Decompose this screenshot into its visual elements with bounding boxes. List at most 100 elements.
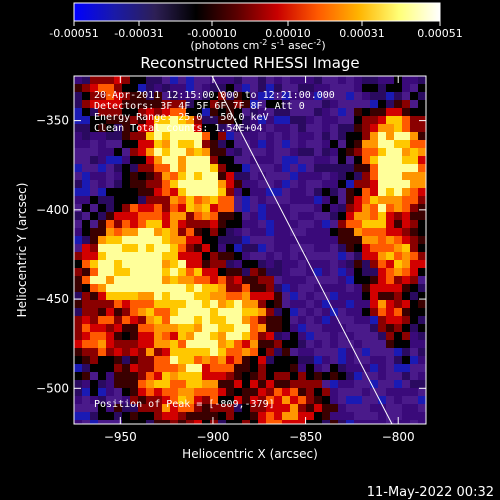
heatmap-cell [106,236,115,245]
heatmap-cell [194,188,203,197]
heatmap-cell [362,380,371,389]
heatmap-cell [410,380,419,389]
heatmap-cell [402,348,411,357]
heatmap-cell [378,188,387,197]
heatmap-cell [130,148,139,157]
heatmap-cell [282,404,291,413]
heatmap-cell [146,124,155,133]
heatmap-cell [298,228,307,237]
heatmap-cell [330,236,339,245]
heatmap-cell [82,204,91,213]
heatmap-cell [170,140,179,149]
heatmap-cell [90,204,99,213]
heatmap-cell [290,348,299,357]
heatmap-cell [242,76,251,85]
heatmap-cell [394,212,403,221]
heatmap-cell [250,380,259,389]
heatmap-cell [106,156,115,165]
heatmap-cell [90,284,99,293]
heatmap-cell [202,228,211,237]
heatmap-cell [250,340,259,349]
plot-frame [73,75,427,425]
heatmap-cell [138,284,147,293]
heatmap-cell [394,132,403,141]
heatmap-cell [90,372,99,381]
heatmap-cell [314,148,323,157]
heatmap-cell [410,332,419,341]
heatmap-cell [178,356,187,365]
heatmap-cell [162,332,171,341]
heatmap-cell [282,332,291,341]
heatmap-cell [226,356,235,365]
heatmap-cell [122,220,131,229]
heatmap-cell [234,156,243,165]
heatmap-cell [314,252,323,261]
heatmap-cell [250,204,259,213]
heatmap-cell [186,76,195,85]
heatmap-cell [90,316,99,325]
heatmap-cell [274,372,283,381]
heatmap-cell [402,380,411,389]
heatmap-cell [258,364,267,373]
heatmap-cell [418,372,426,381]
heatmap-cell [370,116,379,125]
heatmap-cell [242,140,251,149]
heatmap-cell [234,292,243,301]
heatmap-cell [106,196,115,205]
heatmap-cell [354,204,363,213]
heatmap-cell [250,148,259,157]
heatmap-cell [306,340,315,349]
heatmap-cell [378,340,387,349]
heatmap-cell [290,284,299,293]
heatmap-cell [114,204,123,213]
heatmap-cell [378,140,387,149]
heatmap-cell [346,276,355,285]
heatmap-cell [74,164,83,173]
heatmap-cell [418,404,426,413]
heatmap-cell [306,156,315,165]
heatmap-cell [138,292,147,301]
heatmap-cell [226,396,235,405]
heatmap-cell [98,140,107,149]
heatmap-cell [250,172,259,181]
heatmap-cell [234,372,243,381]
heatmap-cell [210,356,219,365]
heatmap-cell [106,132,115,141]
heatmap-cell [154,156,163,165]
heatmap-cell [210,236,219,245]
heatmap-cell [322,76,331,85]
heatmap-cell [210,116,219,125]
heatmap-cell [90,396,99,405]
heatmap-cell [250,228,259,237]
heatmap-cell [82,348,91,357]
heatmap-cell [306,212,315,221]
heatmap-cell [402,300,411,309]
heatmap-cell [242,356,251,365]
heatmap-cell [290,124,299,133]
heatmap-cell [202,316,211,325]
colorbar-units: (photons cm-2 s-1 asec-2) [190,38,325,52]
heatmap-cell [170,380,179,389]
heatmap-cell [234,300,243,309]
heatmap-cell [338,236,347,245]
heatmap-cell [234,308,243,317]
heatmap-cell [282,420,291,424]
heatmap-cell [74,372,83,381]
heatmap-cell [290,92,299,101]
heatmap-cell [122,244,131,253]
heatmap-cell [266,172,275,181]
heatmap-cell [338,180,347,189]
heatmap-cell [162,308,171,317]
heatmap-cell [90,260,99,269]
heatmap-cell [170,388,179,397]
heatmap-cell [338,388,347,397]
heatmap-cell [258,420,267,424]
heatmap-cell [98,268,107,277]
heatmap-cell [394,220,403,229]
heatmap-cell [82,140,91,149]
heatmap-cell [186,180,195,189]
heatmap-cell [362,260,371,269]
heatmap-cell [138,380,147,389]
heatmap-cell [338,164,347,173]
heatmap-cell [370,316,379,325]
